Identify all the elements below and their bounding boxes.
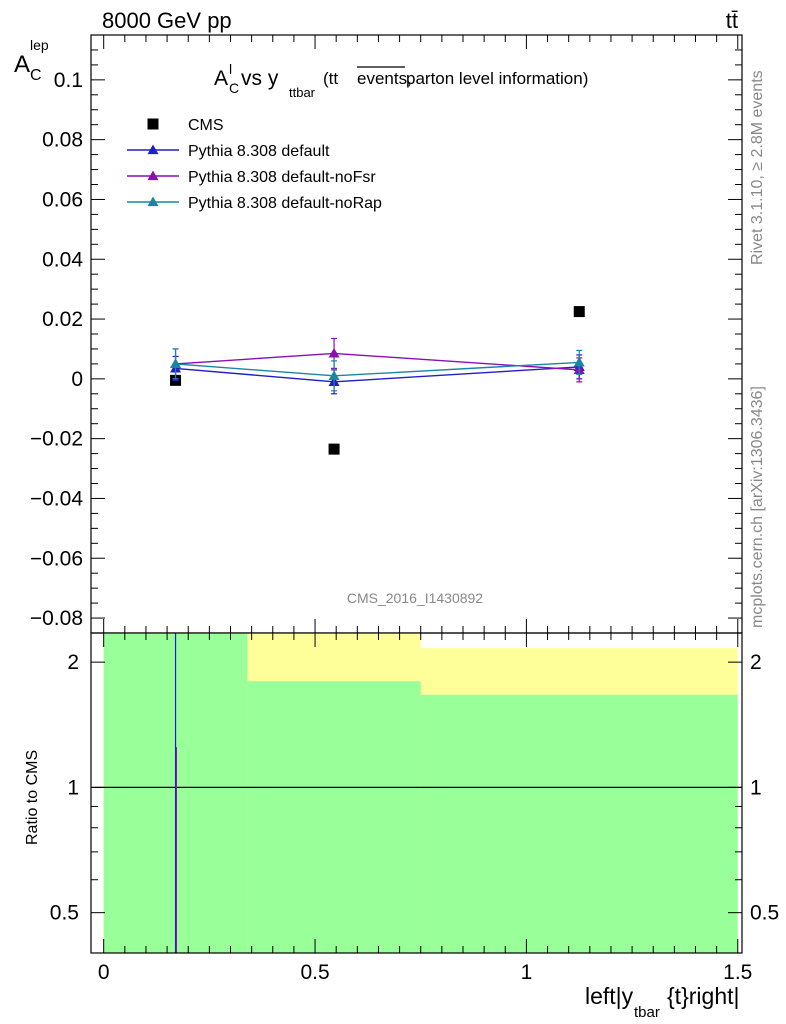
ratio-bands (103, 633, 738, 953)
ratio-ytick-label-left: 2 (67, 651, 79, 674)
ratio-xtick-label: 0 (98, 961, 110, 984)
data-point-cms (573, 306, 585, 318)
main-ytick-label: 0.1 (54, 69, 83, 92)
process-label: tt̄ (726, 8, 738, 33)
main-title: A l C vs y ttbar (tt events, parton leve… (214, 56, 588, 102)
title-vs: vs y (241, 67, 279, 90)
ratio-xlabel: left|y tbar {t}right| (585, 983, 739, 1022)
ratio-panel: 0 0.5 1 1.5 0.5 0.5 1 1 2 2 Ratio to CMS left|y t… (24, 632, 779, 1022)
title-paren-open: (tt (323, 69, 338, 88)
main-ytick-label: −0.08 (30, 607, 83, 630)
xlabel-main: left|y (585, 983, 634, 1009)
title-y-sub: ttbar (289, 85, 316, 100)
main-ytick-label: 0.08 (42, 129, 83, 152)
ratio-lines (91, 633, 742, 953)
main-ytick-label: −0.02 (30, 428, 83, 451)
ratio-ytick-label-left: 0.5 (50, 902, 79, 925)
ratio-band-yellow (247, 633, 421, 682)
legend-entry-label: CMS (188, 117, 224, 134)
main-ytick-label: 0.06 (42, 188, 83, 211)
main-ytick-label: 0.02 (42, 308, 83, 331)
title-a: A (214, 67, 228, 90)
ylabel-main: A (14, 51, 30, 78)
ratio-ytick-label-right: 2 (750, 651, 762, 674)
legend-entry-label: Pythia 8.308 default (188, 143, 330, 160)
main-ytick-label: 0.04 (42, 248, 83, 271)
main-panel: 0.1 0.08 0.06 0.04 0.02 0 −0.02 −0.04 −0.06 −0.08… (14, 34, 743, 634)
xlabel-sub: tbar (634, 1004, 660, 1021)
legend-marker-square (147, 118, 159, 130)
ratio-xtick-label: 0.5 (300, 961, 329, 984)
ylabel-sub: C (30, 67, 42, 84)
data-point-pythia-8-308-default-norap (573, 356, 585, 367)
analysis-watermark: CMS_2016_I1430892 (347, 590, 483, 606)
data-point-cms (328, 443, 340, 455)
ratio-band-yellow (420, 648, 738, 695)
ratio-band-green (247, 681, 421, 953)
title-a-sub: C (229, 80, 239, 96)
main-ytick-label: −0.06 (30, 547, 83, 570)
title-overline: events, (357, 69, 412, 88)
data-point-pythia-8-308-default-norap (170, 358, 182, 369)
data-point-pythia-8-308-default-nofsr (328, 347, 340, 358)
main-ytick-label: −0.04 (30, 487, 83, 510)
ratio-xtick-label: 1 (521, 961, 533, 984)
ratio-ytick-label-left: 1 (67, 776, 79, 799)
mcplots-label: mcplots.cern.ch [arXiv:1306.3436] (749, 386, 766, 628)
main-series-group (170, 306, 585, 455)
main-ylabel: A C lep (14, 37, 49, 86)
energy-label: 8000 GeV pp (102, 8, 232, 33)
ratio-xtick-label: 1.5 (723, 961, 752, 984)
ratio-ytick-label-right: 0.5 (750, 902, 779, 925)
ratio-ylabel: Ratio to CMS (24, 750, 41, 845)
main-y-axis: 0.1 0.08 0.06 0.04 0.02 0 −0.02 −0.04 −0.06 −0.08 (30, 34, 742, 634)
data-point-pythia-8-308-default-norap (328, 370, 340, 380)
legend-marker-triangle (147, 144, 159, 155)
series-line-pythia-8-308-default-nofsr (175, 352, 580, 371)
ratio-ytick-label-right: 1 (750, 776, 762, 799)
title-rest: parton level information) (406, 69, 588, 88)
main-ytick-label: 0 (71, 368, 83, 391)
ratio-band-green (420, 694, 738, 953)
legend-marker-triangle (147, 170, 159, 181)
legend: CMS Pythia 8.308 default Pythia 8.308 defa… (127, 117, 382, 212)
legend-marker-triangle (147, 196, 159, 207)
legend-entry-label: Pythia 8.308 default-noRap (188, 195, 382, 212)
title-a-sup: l (229, 61, 232, 77)
ylabel-sup: lep (30, 37, 49, 53)
xlabel-rest: {t}right| (667, 983, 739, 1009)
ratio-axes: 0 0.5 1 1.5 0.5 0.5 1 1 2 2 (50, 633, 779, 984)
legend-entry-label: Pythia 8.308 default-noFsr (188, 169, 376, 186)
rivet-label: Rivet 3.1.10, ≥ 2.8M events (749, 70, 766, 265)
ratio-plot-frame (90, 632, 743, 954)
